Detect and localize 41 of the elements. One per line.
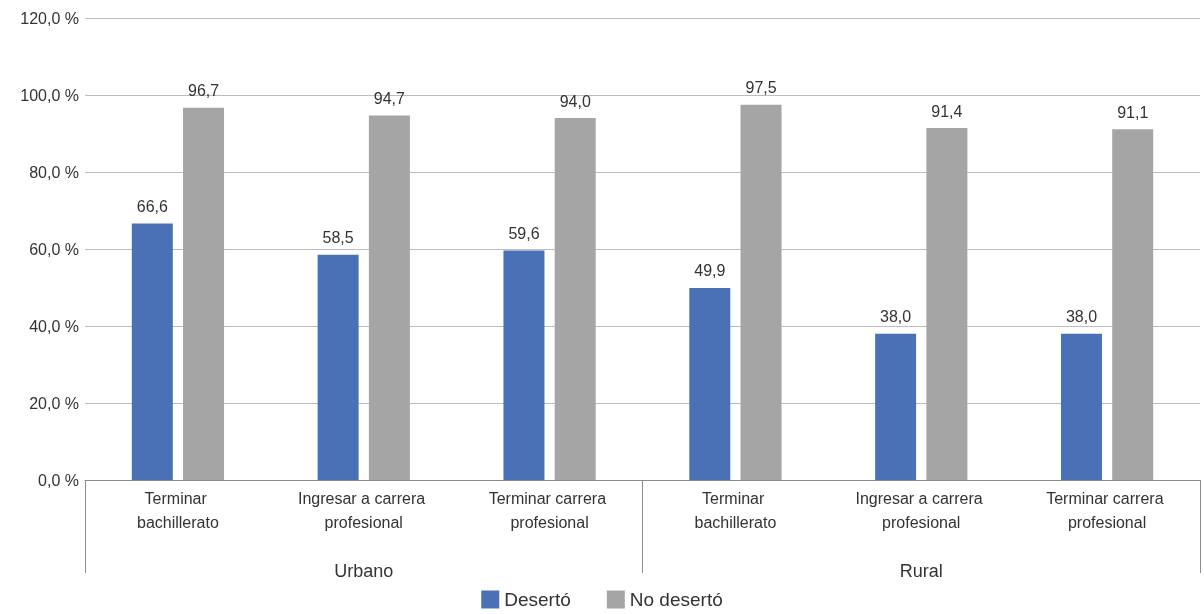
legend-label: Desertó	[504, 589, 571, 610]
y-tick-label: 60,0 %	[29, 240, 79, 258]
bar	[689, 287, 731, 480]
bar	[1112, 129, 1154, 480]
bar	[317, 254, 359, 480]
data-label: 49,9	[694, 262, 726, 280]
x-tick-label: Terminar bachillerato	[137, 489, 219, 531]
x-tick-label: Terminar carrera profesional	[488, 489, 611, 531]
bar	[926, 128, 968, 480]
data-label: 38,0	[1065, 308, 1098, 326]
legend-label: No desertó	[629, 589, 723, 610]
y-tick-label: 80,0 %	[29, 163, 79, 181]
x-tick-label: Ingresar a carrera profesional	[855, 489, 988, 531]
bar	[740, 104, 782, 480]
data-label: 91,1	[1117, 103, 1149, 121]
y-tick-label: 40,0 %	[29, 317, 79, 335]
y-tick-label: 0,0 %	[38, 471, 79, 489]
x-tick-label: Ingresar a carrera profesional	[297, 489, 430, 531]
text: Rural	[899, 561, 943, 581]
bar	[554, 118, 596, 480]
bar	[183, 107, 225, 480]
bar	[368, 115, 410, 480]
bar	[131, 223, 173, 480]
bar	[1060, 333, 1102, 480]
data-label: 58,5	[322, 229, 354, 247]
bar	[875, 333, 917, 480]
y-tick-label: 20,0 %	[29, 394, 79, 412]
text: Urbano	[334, 561, 394, 581]
data-label: 66,6	[136, 198, 168, 216]
data-label: 97,5	[745, 79, 777, 97]
data-label: 38,0	[880, 308, 912, 326]
data-label: 91,4	[931, 102, 963, 120]
y-tick-label: 120,0 %	[20, 9, 79, 27]
x-tick-label: Terminar bachillerato	[694, 489, 777, 531]
bar	[503, 250, 545, 480]
data-label: 94,7	[373, 89, 406, 107]
x-tick-label: Terminar carrera profesional	[1046, 489, 1168, 531]
data-label: 94,0	[559, 92, 591, 110]
data-label: 59,6	[508, 225, 540, 243]
data-label: 96,7	[187, 82, 220, 100]
y-tick-label: 100,0 %	[20, 86, 79, 104]
